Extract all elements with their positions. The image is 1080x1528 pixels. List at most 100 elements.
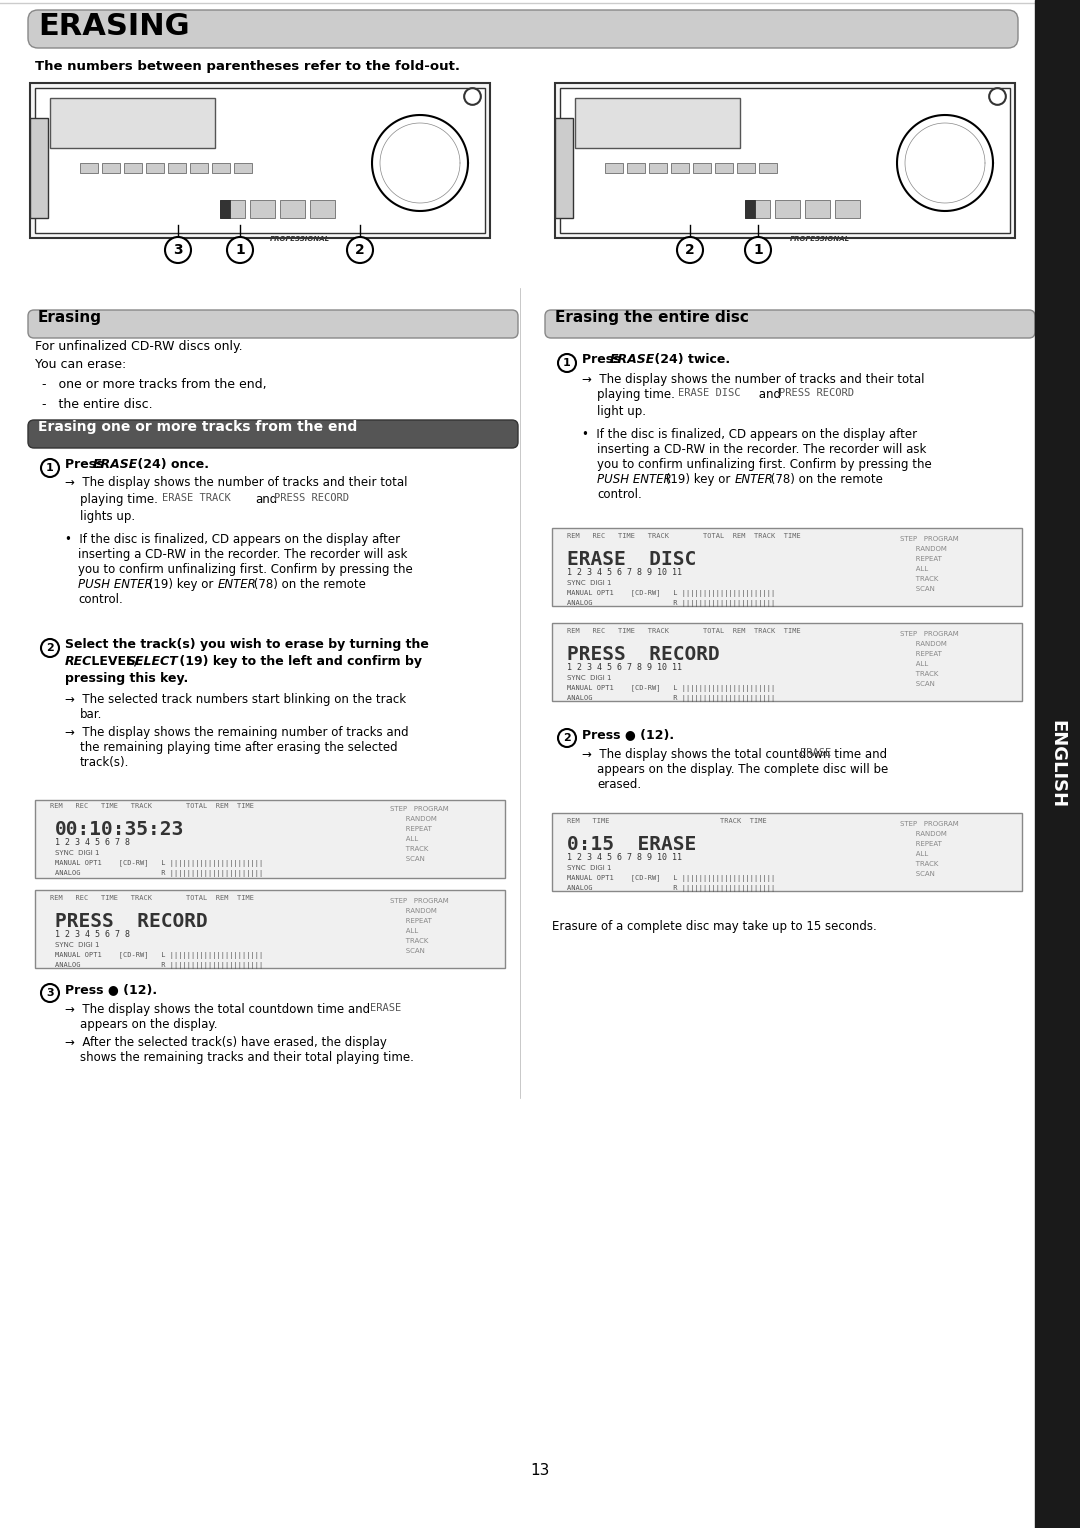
Bar bbox=[605, 163, 623, 173]
Circle shape bbox=[347, 237, 373, 263]
Text: the remaining playing time after erasing the selected: the remaining playing time after erasing… bbox=[80, 741, 397, 753]
Text: -   one or more tracks from the end,: - one or more tracks from the end, bbox=[42, 377, 267, 391]
Text: 1 2 3 4 5 6 7 8 9 10 11: 1 2 3 4 5 6 7 8 9 10 11 bbox=[567, 853, 681, 862]
FancyBboxPatch shape bbox=[545, 310, 1035, 338]
Bar bbox=[310, 200, 335, 219]
Bar bbox=[649, 163, 667, 173]
Bar bbox=[168, 163, 186, 173]
Text: appears on the display. The complete disc will be: appears on the display. The complete dis… bbox=[597, 762, 888, 776]
Text: MANUAL OPT1    [CD-RW]   L ||||||||||||||||||||||: MANUAL OPT1 [CD-RW] L ||||||||||||||||||… bbox=[55, 860, 264, 866]
Text: ALL: ALL bbox=[390, 927, 418, 934]
Bar bbox=[552, 529, 1022, 607]
Circle shape bbox=[227, 237, 253, 263]
Text: ANALOG                   R ||||||||||||||||||||||: ANALOG R |||||||||||||||||||||| bbox=[567, 885, 775, 892]
Bar bbox=[552, 813, 1022, 891]
Text: REM   REC   TIME   TRACK        TOTAL  REM  TIME: REM REC TIME TRACK TOTAL REM TIME bbox=[50, 804, 254, 808]
Text: STEP   PROGRAM: STEP PROGRAM bbox=[900, 536, 959, 542]
Text: ERASE DISC: ERASE DISC bbox=[678, 388, 741, 397]
Text: RANDOM: RANDOM bbox=[390, 816, 437, 822]
Text: Select the track(s) you wish to erase by turning the: Select the track(s) you wish to erase by… bbox=[65, 639, 433, 651]
Text: lights up.: lights up. bbox=[80, 510, 135, 523]
Text: (78) on the remote: (78) on the remote bbox=[767, 474, 882, 486]
Text: playing time.: playing time. bbox=[80, 494, 158, 506]
Text: ANALOG                   R ||||||||||||||||||||||: ANALOG R |||||||||||||||||||||| bbox=[55, 869, 264, 877]
Circle shape bbox=[558, 729, 576, 747]
Text: PROFESSIONAL: PROFESSIONAL bbox=[270, 235, 330, 241]
Text: TRACK: TRACK bbox=[900, 671, 939, 677]
Text: 0:15  ERASE: 0:15 ERASE bbox=[567, 834, 697, 854]
Text: RANDOM: RANDOM bbox=[900, 831, 947, 837]
Text: 1 2 3 4 5 6 7 8: 1 2 3 4 5 6 7 8 bbox=[55, 837, 130, 847]
Text: Erasing the entire disc: Erasing the entire disc bbox=[555, 310, 748, 325]
Bar bbox=[555, 118, 573, 219]
Text: SYNC  DIGI 1: SYNC DIGI 1 bbox=[55, 850, 99, 856]
Bar bbox=[693, 163, 711, 173]
Text: SCAN: SCAN bbox=[900, 587, 935, 591]
Bar bbox=[835, 200, 860, 219]
Bar bbox=[30, 118, 48, 219]
Text: RANDOM: RANDOM bbox=[900, 545, 947, 552]
Text: control.: control. bbox=[597, 487, 642, 501]
Text: PRESS  RECORD: PRESS RECORD bbox=[567, 645, 719, 665]
Text: Erasure of a complete disc may take up to 15 seconds.: Erasure of a complete disc may take up t… bbox=[552, 920, 877, 934]
Text: appears on the display.: appears on the display. bbox=[80, 1018, 217, 1031]
Text: Press ● (12).: Press ● (12). bbox=[65, 983, 157, 996]
Text: 1 2 3 4 5 6 7 8: 1 2 3 4 5 6 7 8 bbox=[55, 931, 130, 940]
Text: •  If the disc is finalized, CD appears on the display after: • If the disc is finalized, CD appears o… bbox=[582, 428, 917, 442]
Text: For unfinalized CD-RW discs only.: For unfinalized CD-RW discs only. bbox=[35, 341, 243, 353]
Text: and: and bbox=[255, 494, 278, 506]
Bar bbox=[212, 163, 230, 173]
Text: →  The display shows the number of tracks and their total: → The display shows the number of tracks… bbox=[582, 373, 924, 387]
Bar bbox=[124, 163, 141, 173]
Text: STEP   PROGRAM: STEP PROGRAM bbox=[900, 821, 959, 827]
Circle shape bbox=[165, 237, 191, 263]
Text: SCAN: SCAN bbox=[900, 681, 935, 688]
Bar bbox=[671, 163, 689, 173]
Text: pressing this key.: pressing this key. bbox=[65, 672, 188, 685]
Text: The numbers between parentheses refer to the fold-out.: The numbers between parentheses refer to… bbox=[35, 60, 460, 73]
Bar bbox=[35, 889, 505, 969]
Text: ENTER: ENTER bbox=[218, 578, 257, 591]
Bar bbox=[737, 163, 755, 173]
Text: 13: 13 bbox=[530, 1462, 550, 1478]
Bar bbox=[1035, 0, 1080, 1528]
FancyBboxPatch shape bbox=[28, 420, 518, 448]
Text: REPEAT: REPEAT bbox=[900, 651, 942, 657]
Circle shape bbox=[41, 639, 59, 657]
Text: MANUAL OPT1    [CD-RW]   L ||||||||||||||||||||||: MANUAL OPT1 [CD-RW] L ||||||||||||||||||… bbox=[567, 590, 775, 597]
Text: Press: Press bbox=[65, 458, 108, 471]
Text: →  The display shows the remaining number of tracks and: → The display shows the remaining number… bbox=[65, 726, 408, 740]
Text: •  If the disc is finalized, CD appears on the display after: • If the disc is finalized, CD appears o… bbox=[65, 533, 400, 545]
Text: you to confirm unfinalizing first. Confirm by pressing the: you to confirm unfinalizing first. Confi… bbox=[597, 458, 932, 471]
Bar bbox=[805, 200, 831, 219]
Text: PRESS  RECORD: PRESS RECORD bbox=[55, 912, 207, 931]
FancyBboxPatch shape bbox=[28, 11, 1018, 47]
Circle shape bbox=[677, 237, 703, 263]
Bar bbox=[280, 200, 305, 219]
Bar bbox=[190, 163, 208, 173]
Text: REM   TIME                          TRACK  TIME: REM TIME TRACK TIME bbox=[567, 817, 767, 824]
Text: inserting a CD-RW in the recorder. The recorder will ask: inserting a CD-RW in the recorder. The r… bbox=[78, 549, 407, 561]
Text: SELECT: SELECT bbox=[127, 656, 178, 668]
Text: SCAN: SCAN bbox=[390, 856, 424, 862]
Text: 2: 2 bbox=[685, 243, 694, 257]
Bar bbox=[627, 163, 645, 173]
Text: (24) twice.: (24) twice. bbox=[650, 353, 730, 367]
Text: ALL: ALL bbox=[900, 662, 928, 668]
Text: REPEAT: REPEAT bbox=[390, 918, 432, 924]
Circle shape bbox=[41, 458, 59, 477]
Text: -   the entire disc.: - the entire disc. bbox=[42, 397, 152, 411]
Text: You can erase:: You can erase: bbox=[35, 358, 126, 371]
Text: and: and bbox=[755, 388, 781, 400]
Text: REM   REC   TIME   TRACK        TOTAL  REM  TRACK  TIME: REM REC TIME TRACK TOTAL REM TRACK TIME bbox=[567, 533, 800, 539]
Text: ERASING: ERASING bbox=[38, 12, 190, 41]
Text: ERASE  DISC: ERASE DISC bbox=[567, 550, 697, 568]
Text: Press ● (12).: Press ● (12). bbox=[582, 727, 674, 741]
Text: 3: 3 bbox=[173, 243, 183, 257]
Text: PUSH ENTER: PUSH ENTER bbox=[78, 578, 152, 591]
Bar bbox=[775, 200, 800, 219]
Text: ERASE: ERASE bbox=[93, 458, 138, 471]
Bar bbox=[575, 98, 740, 148]
Text: (78) on the remote: (78) on the remote bbox=[249, 578, 366, 591]
Text: Press: Press bbox=[582, 353, 625, 367]
